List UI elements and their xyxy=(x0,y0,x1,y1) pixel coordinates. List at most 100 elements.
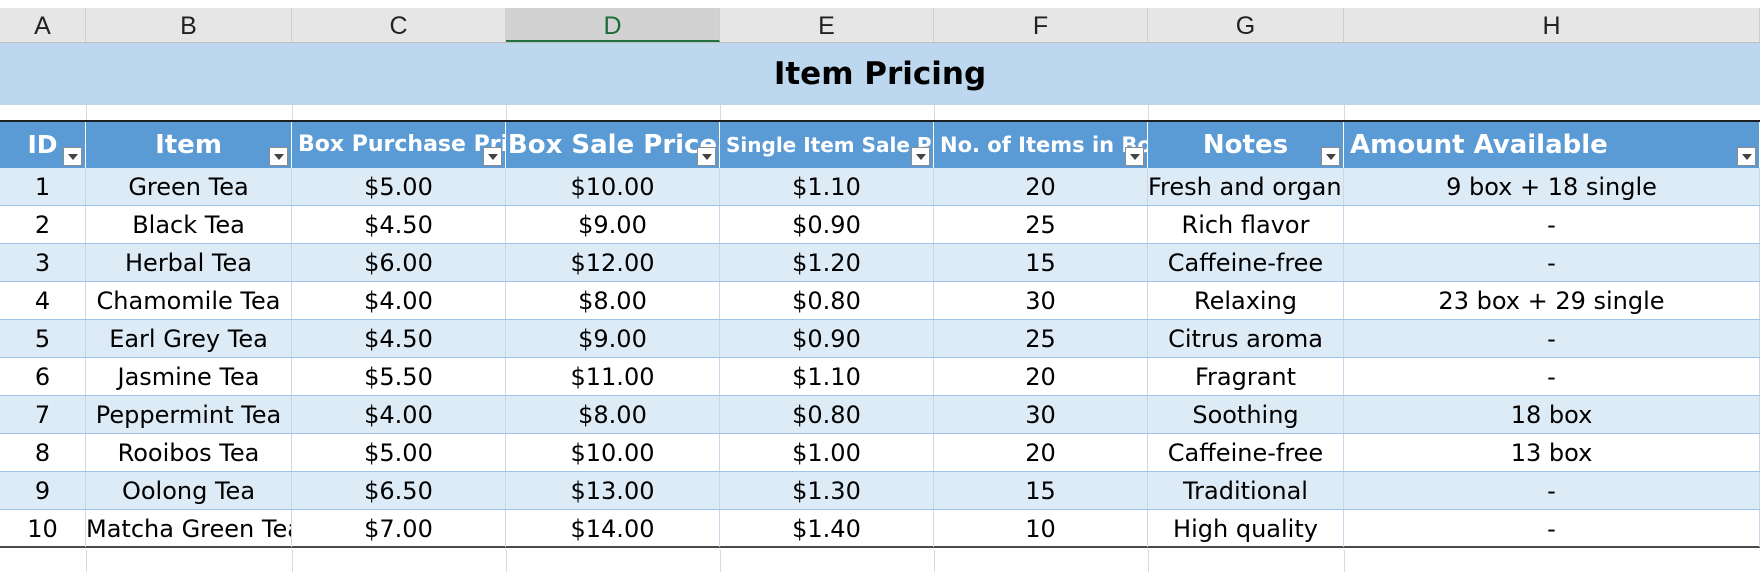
empty-row-below-table[interactable] xyxy=(0,550,1760,572)
table-cell[interactable]: Matcha Green Tea xyxy=(86,510,292,547)
table-cell[interactable]: Relaxing xyxy=(1148,282,1344,319)
table-cell[interactable]: Rich flavor xyxy=(1148,206,1344,243)
table-cell[interactable]: Jasmine Tea xyxy=(86,358,292,395)
table-cell[interactable]: 7 xyxy=(0,396,86,433)
table-cell[interactable]: $0.80 xyxy=(720,396,934,433)
table-cell[interactable]: $4.50 xyxy=(292,320,506,357)
table-cell[interactable]: 30 xyxy=(934,396,1148,433)
table-cell[interactable]: 13 box xyxy=(1344,434,1760,471)
table-cell[interactable]: 6 xyxy=(0,358,86,395)
sheet-title[interactable]: Item Pricing xyxy=(0,43,1760,105)
table-cell[interactable]: 3 xyxy=(0,244,86,281)
filter-dropdown-icon[interactable] xyxy=(1321,147,1340,166)
table-cell[interactable]: 30 xyxy=(934,282,1148,319)
table-cell[interactable]: - xyxy=(1344,320,1760,357)
header-no-of-items-in-box[interactable]: No. of Items in Box xyxy=(934,122,1148,168)
table-cell[interactable]: $5.50 xyxy=(292,358,506,395)
table-cell[interactable]: $6.00 xyxy=(292,244,506,281)
table-cell[interactable]: - xyxy=(1344,472,1760,509)
table-cell[interactable]: Chamomile Tea xyxy=(86,282,292,319)
filter-dropdown-icon[interactable] xyxy=(63,147,82,166)
header-box-sale-price[interactable]: Box Sale Price xyxy=(506,122,720,168)
table-cell[interactable]: Traditional xyxy=(1148,472,1344,509)
table-cell[interactable]: Black Tea xyxy=(86,206,292,243)
table-cell[interactable]: $1.10 xyxy=(720,168,934,205)
blank-row[interactable] xyxy=(0,105,1760,120)
table-cell[interactable]: $1.30 xyxy=(720,472,934,509)
table-cell[interactable]: $1.10 xyxy=(720,358,934,395)
table-cell[interactable]: $1.00 xyxy=(720,434,934,471)
table-cell[interactable]: $5.00 xyxy=(292,434,506,471)
table-cell[interactable]: $13.00 xyxy=(506,472,720,509)
table-cell[interactable]: $7.00 xyxy=(292,510,506,547)
table-cell[interactable]: Peppermint Tea xyxy=(86,396,292,433)
filter-dropdown-icon[interactable] xyxy=(269,147,288,166)
table-cell[interactable]: $0.90 xyxy=(720,206,934,243)
table-cell[interactable]: $1.40 xyxy=(720,510,934,547)
column-header-h[interactable]: H xyxy=(1344,8,1760,42)
table-cell[interactable]: Rooibos Tea xyxy=(86,434,292,471)
table-cell[interactable]: - xyxy=(1344,358,1760,395)
table-cell[interactable]: $4.00 xyxy=(292,396,506,433)
table-cell[interactable]: Fresh and organic xyxy=(1148,168,1344,205)
header-amount-available[interactable]: Amount Available xyxy=(1344,122,1760,168)
table-cell[interactable]: $10.00 xyxy=(506,168,720,205)
header-box-purchase-price[interactable]: Box Purchase Price xyxy=(292,122,506,168)
table-cell[interactable]: - xyxy=(1344,244,1760,281)
column-header-c[interactable]: C xyxy=(292,8,506,42)
table-cell[interactable]: 1 xyxy=(0,168,86,205)
header-single-item-sale-price[interactable]: Single Item Sale Price xyxy=(720,122,934,168)
table-cell[interactable]: 10 xyxy=(0,510,86,547)
table-cell[interactable]: 25 xyxy=(934,320,1148,357)
table-cell[interactable]: Oolong Tea xyxy=(86,472,292,509)
filter-dropdown-icon[interactable] xyxy=(697,147,716,166)
table-cell[interactable]: $0.90 xyxy=(720,320,934,357)
table-cell[interactable]: $4.50 xyxy=(292,206,506,243)
table-cell[interactable]: 9 xyxy=(0,472,86,509)
table-cell[interactable]: 8 xyxy=(0,434,86,471)
column-header-f[interactable]: F xyxy=(934,8,1148,42)
table-cell[interactable]: 18 box xyxy=(1344,396,1760,433)
table-cell[interactable]: 23 box + 29 single xyxy=(1344,282,1760,319)
table-cell[interactable]: 10 xyxy=(934,510,1148,547)
table-cell[interactable]: - xyxy=(1344,206,1760,243)
table-cell[interactable]: $9.00 xyxy=(506,320,720,357)
table-cell[interactable]: $1.20 xyxy=(720,244,934,281)
table-cell[interactable]: High quality xyxy=(1148,510,1344,547)
table-cell[interactable]: $0.80 xyxy=(720,282,934,319)
table-cell[interactable]: Herbal Tea xyxy=(86,244,292,281)
table-cell[interactable]: Caffeine-free xyxy=(1148,244,1344,281)
column-header-e[interactable]: E xyxy=(720,8,934,42)
column-header-g[interactable]: G xyxy=(1148,8,1344,42)
table-cell[interactable]: Earl Grey Tea xyxy=(86,320,292,357)
table-cell[interactable]: $8.00 xyxy=(506,396,720,433)
table-cell[interactable]: Fragrant xyxy=(1148,358,1344,395)
filter-dropdown-icon[interactable] xyxy=(1125,147,1144,166)
table-cell[interactable]: $6.50 xyxy=(292,472,506,509)
table-cell[interactable]: 20 xyxy=(934,168,1148,205)
table-cell[interactable]: 2 xyxy=(0,206,86,243)
table-cell[interactable]: $10.00 xyxy=(506,434,720,471)
table-cell[interactable]: Caffeine-free xyxy=(1148,434,1344,471)
table-cell[interactable]: $12.00 xyxy=(506,244,720,281)
table-cell[interactable]: Soothing xyxy=(1148,396,1344,433)
table-cell[interactable]: - xyxy=(1344,510,1760,547)
filter-dropdown-icon[interactable] xyxy=(1737,147,1756,166)
header-notes[interactable]: Notes xyxy=(1148,122,1344,168)
table-cell[interactable]: 5 xyxy=(0,320,86,357)
table-cell[interactable]: $4.00 xyxy=(292,282,506,319)
column-header-a[interactable]: A xyxy=(0,8,86,42)
table-cell[interactable]: $5.00 xyxy=(292,168,506,205)
table-cell[interactable]: 15 xyxy=(934,472,1148,509)
column-header-b[interactable]: B xyxy=(86,8,292,42)
table-cell[interactable]: $11.00 xyxy=(506,358,720,395)
filter-dropdown-icon[interactable] xyxy=(483,147,502,166)
header-id[interactable]: ID xyxy=(0,122,86,168)
table-cell[interactable]: 20 xyxy=(934,358,1148,395)
filter-dropdown-icon[interactable] xyxy=(911,147,930,166)
table-cell[interactable]: 25 xyxy=(934,206,1148,243)
table-cell[interactable]: 15 xyxy=(934,244,1148,281)
table-cell[interactable]: $9.00 xyxy=(506,206,720,243)
table-cell[interactable]: 9 box + 18 single xyxy=(1344,168,1760,205)
table-cell[interactable]: $8.00 xyxy=(506,282,720,319)
